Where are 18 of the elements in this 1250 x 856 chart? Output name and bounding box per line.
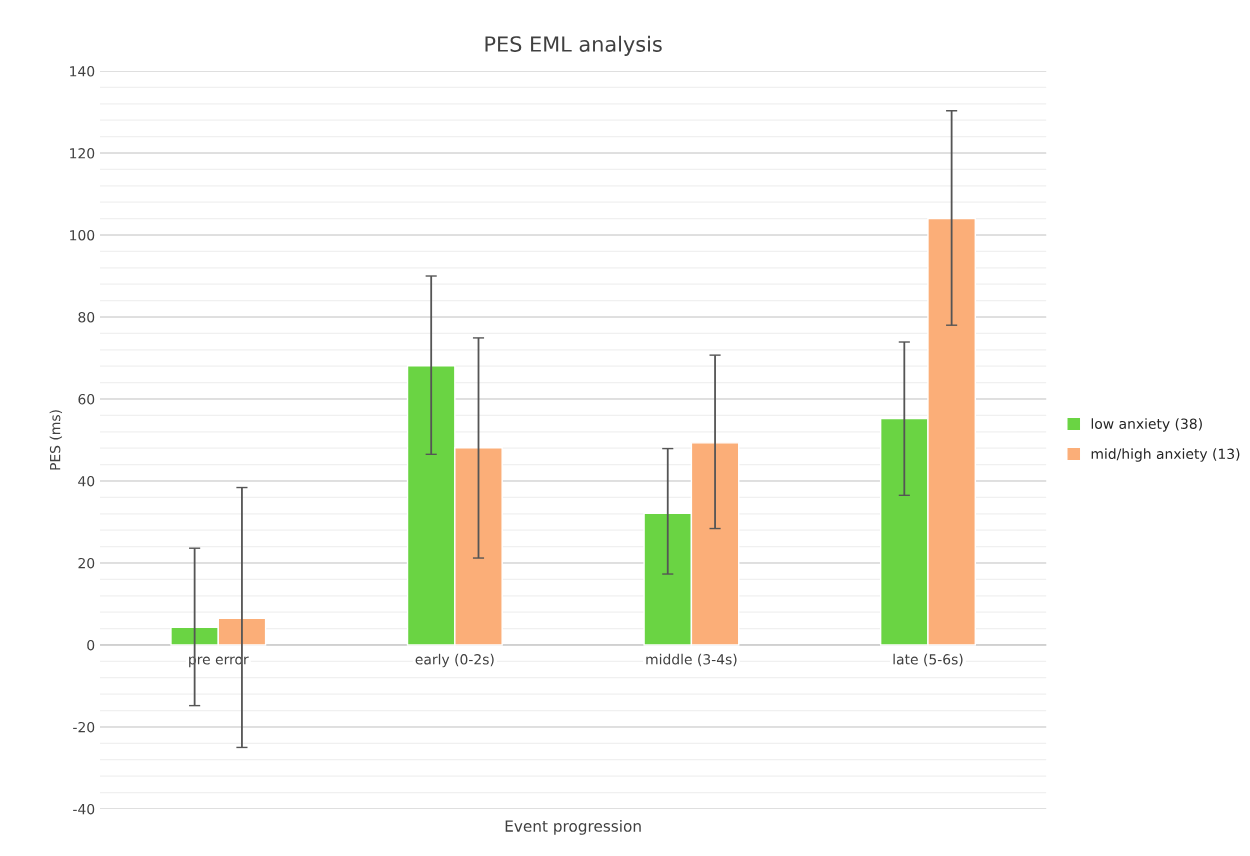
y-tick-label: 120	[70, 148, 95, 159]
y-tick-label: 140	[70, 66, 95, 77]
x-tick-label: late (5-6s)	[893, 653, 963, 667]
legend-label: mid/high anxiety (13)	[1091, 448, 1240, 462]
x-tick-label: early (0-2s)	[415, 653, 494, 668]
y-tick-label: 80	[78, 311, 95, 323]
y-tick-label: 100	[70, 229, 95, 241]
legend-label: low anxiety (38)	[1091, 418, 1202, 432]
y-tick-label: 40	[78, 475, 95, 487]
y-tick-label: 20	[78, 557, 95, 569]
y-tick-label: 60	[78, 393, 95, 405]
x-tick-label: middle (3-4s)	[646, 653, 737, 667]
y-axis-title: PES (ms)	[49, 410, 63, 470]
y-tick-label: -40	[73, 803, 95, 815]
chart-title: PES EML analysis	[485, 35, 662, 56]
y-tick-label: 0	[87, 639, 95, 651]
y-tick-label: -20	[73, 721, 95, 733]
x-axis-title: Event progression	[505, 820, 641, 835]
